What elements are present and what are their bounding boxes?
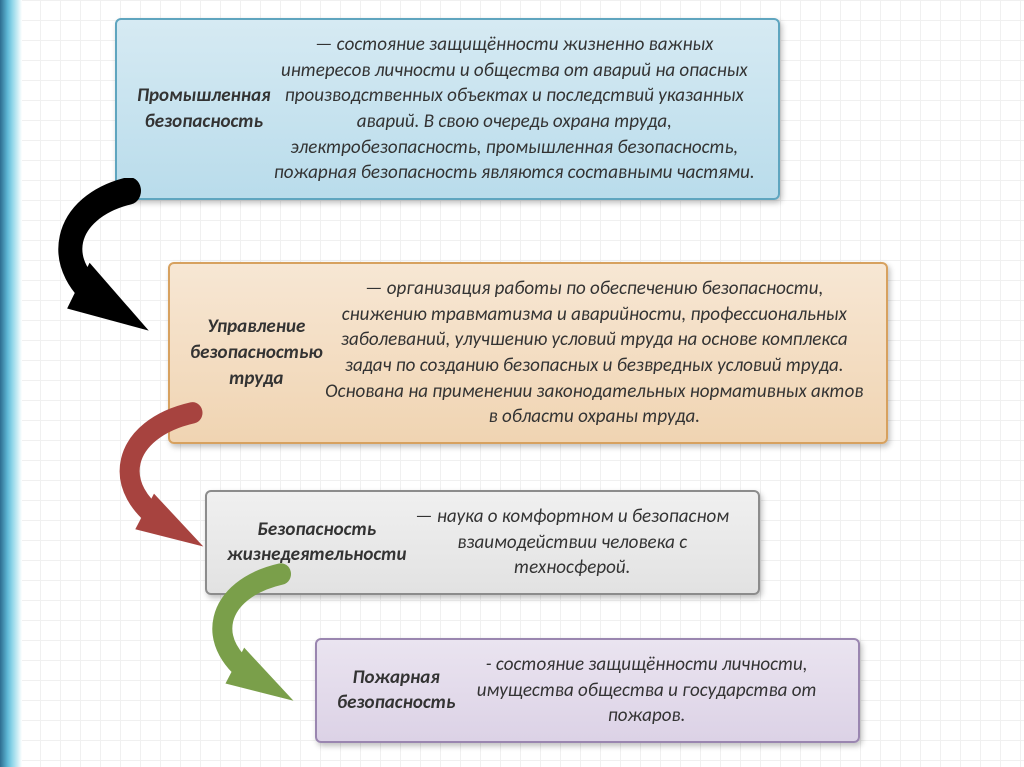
definition-box-fire-safety: Пожарная безопасность - состояние защищё… <box>315 638 860 743</box>
definition-box-life-safety: Безопасность жизнедеятельности — наука о… <box>205 490 760 595</box>
sidebar-accent <box>0 0 22 767</box>
term-industrial-safety: Промышленная безопасность <box>137 83 271 134</box>
definition-box-industrial-safety: Промышленная безопасность — состояние за… <box>115 18 780 200</box>
term-labor-safety-mgmt: Управление безопасностью труда <box>190 314 323 391</box>
term-fire-safety: Пожарная безопасность <box>337 665 455 716</box>
term-life-safety: Безопасность жизнедеятельности <box>227 517 406 568</box>
text-industrial-safety: — состояние защищённости жизненно важных… <box>271 32 758 186</box>
definition-box-labor-safety-mgmt: Управление безопасностью труда — организ… <box>168 262 888 444</box>
text-life-safety: — наука о комфортном и безопасном взаимо… <box>406 504 738 581</box>
text-fire-safety: - состояние защищённости личности, имуще… <box>455 652 838 729</box>
text-labor-safety-mgmt: — организация работы по обеспечению безо… <box>323 276 866 430</box>
